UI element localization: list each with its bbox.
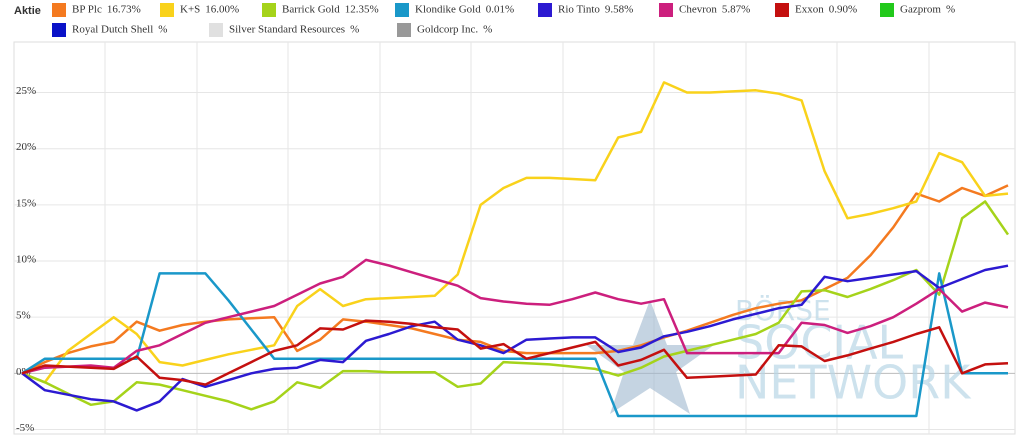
legend-label: Klondike Gold	[415, 4, 481, 16]
legend-label: BP Plc	[72, 4, 102, 16]
legend-value: 12.35%	[345, 4, 379, 16]
y-tick-label: 20%	[16, 141, 36, 153]
y-tick-label: 25%	[16, 85, 36, 97]
legend-value: 16.73%	[107, 4, 141, 16]
legend-label: Barrick Gold	[282, 4, 340, 16]
legend-swatch	[52, 23, 66, 37]
y-tick-label: 15%	[16, 197, 36, 209]
legend-value: %	[158, 24, 167, 36]
series-line	[21, 272, 1009, 418]
watermark-text: NETWORK	[735, 356, 972, 410]
legend-value: %	[483, 24, 492, 36]
legend-swatch	[262, 3, 276, 17]
series-line	[21, 319, 1009, 386]
legend-value: %	[350, 24, 359, 36]
legend-label: Chevron	[679, 4, 717, 16]
legend-swatch	[52, 3, 66, 17]
legend-swatch	[395, 3, 409, 17]
legend-value: 0.90%	[829, 4, 857, 16]
y-tick-label: -5%	[16, 422, 34, 434]
series-line	[21, 200, 1010, 411]
legend-swatch	[775, 3, 789, 17]
legend-swatch	[397, 23, 411, 37]
legend-label: K+S	[180, 4, 200, 16]
series-line	[21, 258, 1009, 375]
legend-value: 5.87%	[722, 4, 750, 16]
legend-value: 16.00%	[205, 4, 239, 16]
legend-value: 0.01%	[486, 4, 514, 16]
y-tick-label: 5%	[16, 310, 31, 322]
series-line	[21, 81, 1009, 384]
legend-label: Exxon	[795, 4, 824, 16]
legend-value: 9.58%	[605, 4, 633, 16]
legend-swatch	[880, 3, 894, 17]
legend-label: Royal Dutch Shell	[72, 24, 153, 36]
legend-title: Aktie	[14, 5, 41, 17]
legend-swatch	[160, 3, 174, 17]
y-tick-label: 10%	[16, 254, 36, 266]
legend-swatch	[659, 3, 673, 17]
legend-label: Gazprom	[900, 4, 941, 16]
legend-label: Goldcorp Inc.	[417, 24, 478, 36]
legend-swatch	[538, 3, 552, 17]
legend-swatch	[209, 23, 223, 37]
legend-value: %	[946, 4, 955, 16]
legend-label: Rio Tinto	[558, 4, 600, 16]
plot-frame	[13, 41, 1016, 435]
legend-label: Silver Standard Resources	[229, 24, 345, 36]
